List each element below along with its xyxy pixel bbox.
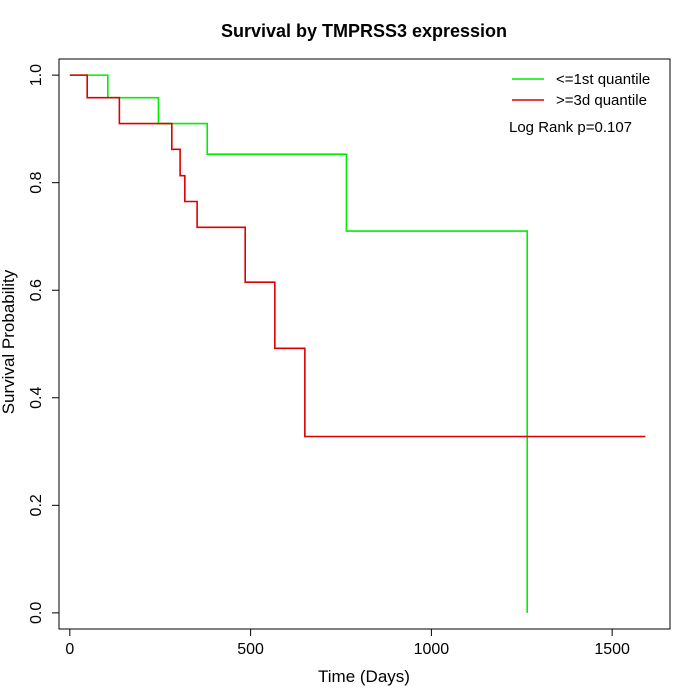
legend: <=1st quantile >=3d quantile: [512, 71, 650, 109]
log-rank-annotation: Log Rank p=0.107: [509, 119, 632, 136]
series-line-2: [69, 74, 646, 438]
x-tick-label: 1000: [414, 641, 450, 658]
y-tick-label: 1.0: [28, 64, 45, 86]
y-axis-label: Survival Probability: [0, 269, 18, 414]
x-tick-label: 500: [237, 641, 264, 658]
x-tick-label: 1500: [594, 641, 630, 658]
series-layer: [69, 74, 646, 613]
y-tick-label: 0.2: [28, 494, 45, 516]
chart-title: Survival by TMPRSS3 expression: [221, 21, 507, 41]
y-axis: 0.0 0.2 0.4 0.6 0.8 1.0: [28, 64, 60, 624]
y-tick-label: 0.0: [28, 602, 45, 624]
y-tick-label: 0.8: [28, 171, 45, 193]
y-tick-label: 0.6: [28, 279, 45, 301]
x-axis: 0 500 1000 1500: [65, 628, 630, 658]
legend-label: <=1st quantile: [556, 71, 650, 88]
legend-label: >=3d quantile: [556, 92, 647, 109]
series-line-1: [69, 74, 528, 613]
y-tick-label: 0.4: [28, 387, 45, 409]
x-axis-label: Time (Days): [318, 667, 410, 686]
x-tick-label: 0: [65, 641, 74, 658]
